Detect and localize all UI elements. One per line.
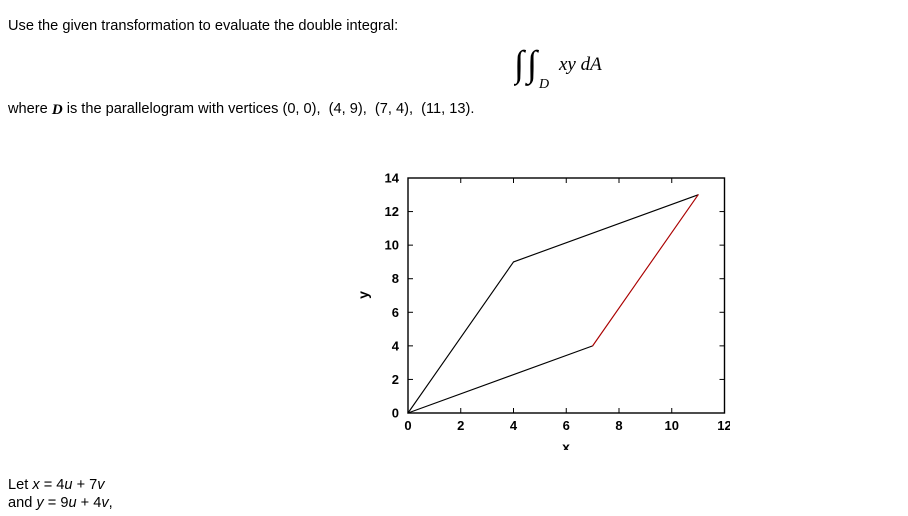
svg-text:6: 6 <box>563 418 570 433</box>
svg-text:∫: ∫ <box>514 44 526 86</box>
svg-text:x: x <box>562 439 570 450</box>
svg-text:2: 2 <box>392 372 399 387</box>
svg-text:8: 8 <box>615 418 622 433</box>
svg-text:y: y <box>355 291 371 299</box>
svg-text:D: D <box>538 77 549 92</box>
svg-text:2: 2 <box>457 418 464 433</box>
svg-text:8: 8 <box>392 271 399 286</box>
svg-text:10: 10 <box>385 238 399 253</box>
svg-text:xy dA: xy dA <box>558 54 602 75</box>
svg-text:0: 0 <box>392 406 399 421</box>
svg-text:6: 6 <box>392 305 399 320</box>
svg-text:0: 0 <box>404 418 411 433</box>
svg-text:4: 4 <box>392 338 400 353</box>
svg-text:∫: ∫ <box>524 44 539 86</box>
svg-text:4: 4 <box>510 418 518 433</box>
svg-text:12: 12 <box>385 204 399 219</box>
svg-text:12: 12 <box>717 418 730 433</box>
svg-text:10: 10 <box>665 418 679 433</box>
svg-text:14: 14 <box>385 171 400 186</box>
